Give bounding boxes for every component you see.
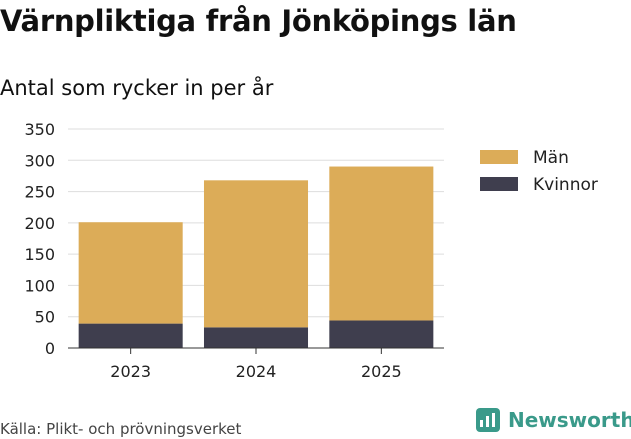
y-tick-label: 300 [24, 151, 55, 170]
bar-män-2023 [78, 222, 183, 324]
stacked-bar-chart: 0 50 100 150 200 250 300 350 2023 2024 2025 Män Kv… [24, 120, 598, 381]
bar-kvinnor-2024 [203, 327, 309, 348]
legend-swatch-kvinnor [480, 177, 518, 191]
x-tick-label: 2023 [110, 362, 151, 381]
y-tick-label: 150 [24, 245, 55, 264]
bars [78, 166, 434, 348]
chart-subtitle: Antal som rycker in per år [0, 76, 274, 100]
source-note: Källa: Plikt- och prövningsverket [0, 420, 242, 438]
y-axis-ticks: 0 50 100 150 200 250 300 350 [24, 120, 55, 358]
chart-title: Värnpliktiga från Jönköpings län [0, 4, 517, 38]
x-tick-label: 2024 [236, 362, 277, 381]
legend-label-kvinnor: Kvinnor [533, 175, 598, 195]
legend-label-män: Män [533, 148, 569, 168]
x-tick-label: 2025 [361, 362, 402, 381]
bar-kvinnor-2023 [78, 323, 183, 348]
y-tick-label: 250 [24, 183, 55, 202]
y-tick-label: 100 [24, 276, 55, 295]
legend-swatch-män [480, 150, 518, 164]
brand-logo: Newsworthy [476, 408, 631, 432]
y-tick-label: 350 [24, 120, 55, 139]
newsworthy-logo-icon [476, 408, 500, 432]
y-tick-label: 200 [24, 214, 55, 233]
bar-män-2024 [203, 180, 309, 328]
y-tick-label: 50 [35, 308, 55, 327]
y-tick-label: 0 [45, 339, 55, 358]
bar-kvinnor-2025 [329, 320, 434, 348]
legend: Män Kvinnor [480, 148, 598, 195]
x-axis-ticks: 2023 2024 2025 [110, 348, 402, 381]
bar-män-2025 [329, 166, 434, 321]
brand-name: Newsworthy [508, 408, 631, 432]
